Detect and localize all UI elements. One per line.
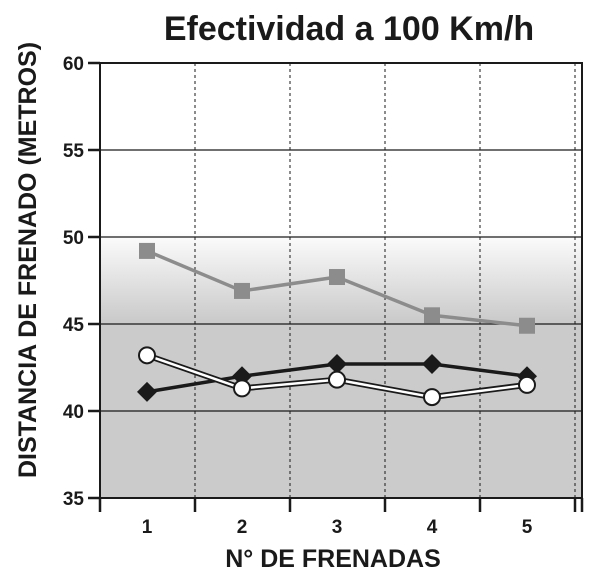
x-tick-label: 1 [142,517,153,538]
y-tick-label: 55 [63,141,85,162]
x-tick-label: 5 [522,517,533,538]
x-tick-label: 4 [427,517,438,538]
series-group [137,242,537,407]
data-point-square [329,269,345,286]
x-axis: 1 2 3 4 5 [98,498,584,538]
y-tick-label: 50 [63,228,84,249]
y-tick-label: 35 [63,489,85,510]
data-point-circle [138,346,156,365]
y-tick-label: 60 [63,54,84,75]
x-tick-label: 3 [332,517,343,538]
data-point-square [519,317,535,334]
chart-title: Efectividad a 100 Km/h [164,10,534,48]
data-point-circle [328,370,346,389]
data-point-diamond [327,354,347,375]
y-tick-label: 45 [63,315,85,336]
x-axis-label: N° DE FRENADAS [225,545,441,573]
data-point-circle [233,379,251,398]
data-point-circle [518,375,536,394]
y-axis-label: DISTANCIA DE FRENADO (METROS) [14,42,42,478]
x-tick-label: 2 [237,517,248,538]
data-point-circle [423,388,441,407]
plot-frame [99,62,583,499]
data-point-diamond [137,381,157,402]
plot-background-shaded [100,320,582,498]
data-point-diamond [422,354,442,375]
data-point-square [234,282,250,299]
y-axis: 35 40 45 50 55 60 [63,54,100,510]
data-point-square [424,307,440,324]
data-point-square [139,242,155,259]
y-tick-label: 40 [63,402,84,423]
grid [100,63,582,498]
